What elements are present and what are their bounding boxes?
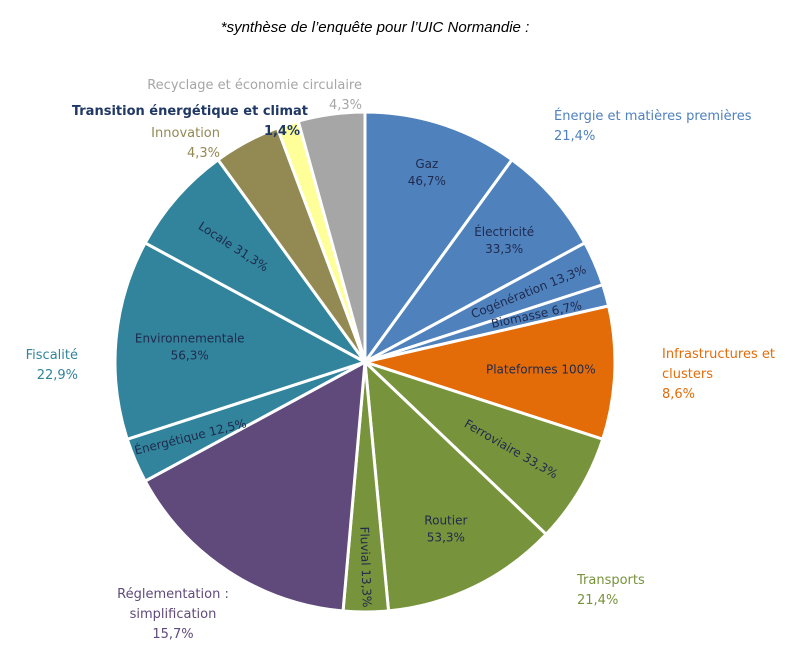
pie-slice <box>363 110 515 367</box>
pie-slice-label: Routier 53,3% <box>424 513 467 544</box>
pie-slice <box>143 157 367 364</box>
pie-slice <box>359 304 617 442</box>
pie-slice <box>363 358 549 613</box>
pie-slice <box>113 240 369 442</box>
category-label: Réglementation : simplification 15,7% <box>117 587 229 642</box>
pie-slice-label: Fluvial 13,3% <box>357 526 374 607</box>
pie-slice-label: Gaz 46,7% <box>408 157 446 188</box>
category-label: Recyclage et économie circulaire 4,3% <box>147 78 362 113</box>
category-label: Infrastructures et clusters 8,6% <box>662 347 775 402</box>
category-label: Transports 21,4% <box>576 573 645 608</box>
pie-slices <box>113 110 617 614</box>
pie-slice <box>363 157 587 364</box>
category-label: Fiscalité 22,9% <box>26 348 78 383</box>
pie-slice-label: Environnementale 56,3% <box>135 332 245 363</box>
category-label: Transition énergétique et climat 1,4% <box>72 104 308 139</box>
pie-slice <box>143 359 367 613</box>
pie-slice-label: Électricité 33,3% <box>474 224 534 256</box>
pie-category-labels: Énergie et matières premières 21,4% Infras… <box>26 78 775 642</box>
category-label: Innovation 4,3% <box>151 126 220 161</box>
pie-slice <box>296 110 367 363</box>
chart-title: *synthèse de l’enquête pour l’UIC Norman… <box>221 19 530 36</box>
pie-slice-label: Plateformes 100% <box>486 362 596 376</box>
category-label: Énergie et matières premières 21,4% <box>554 108 752 144</box>
pie-slice <box>363 360 605 537</box>
